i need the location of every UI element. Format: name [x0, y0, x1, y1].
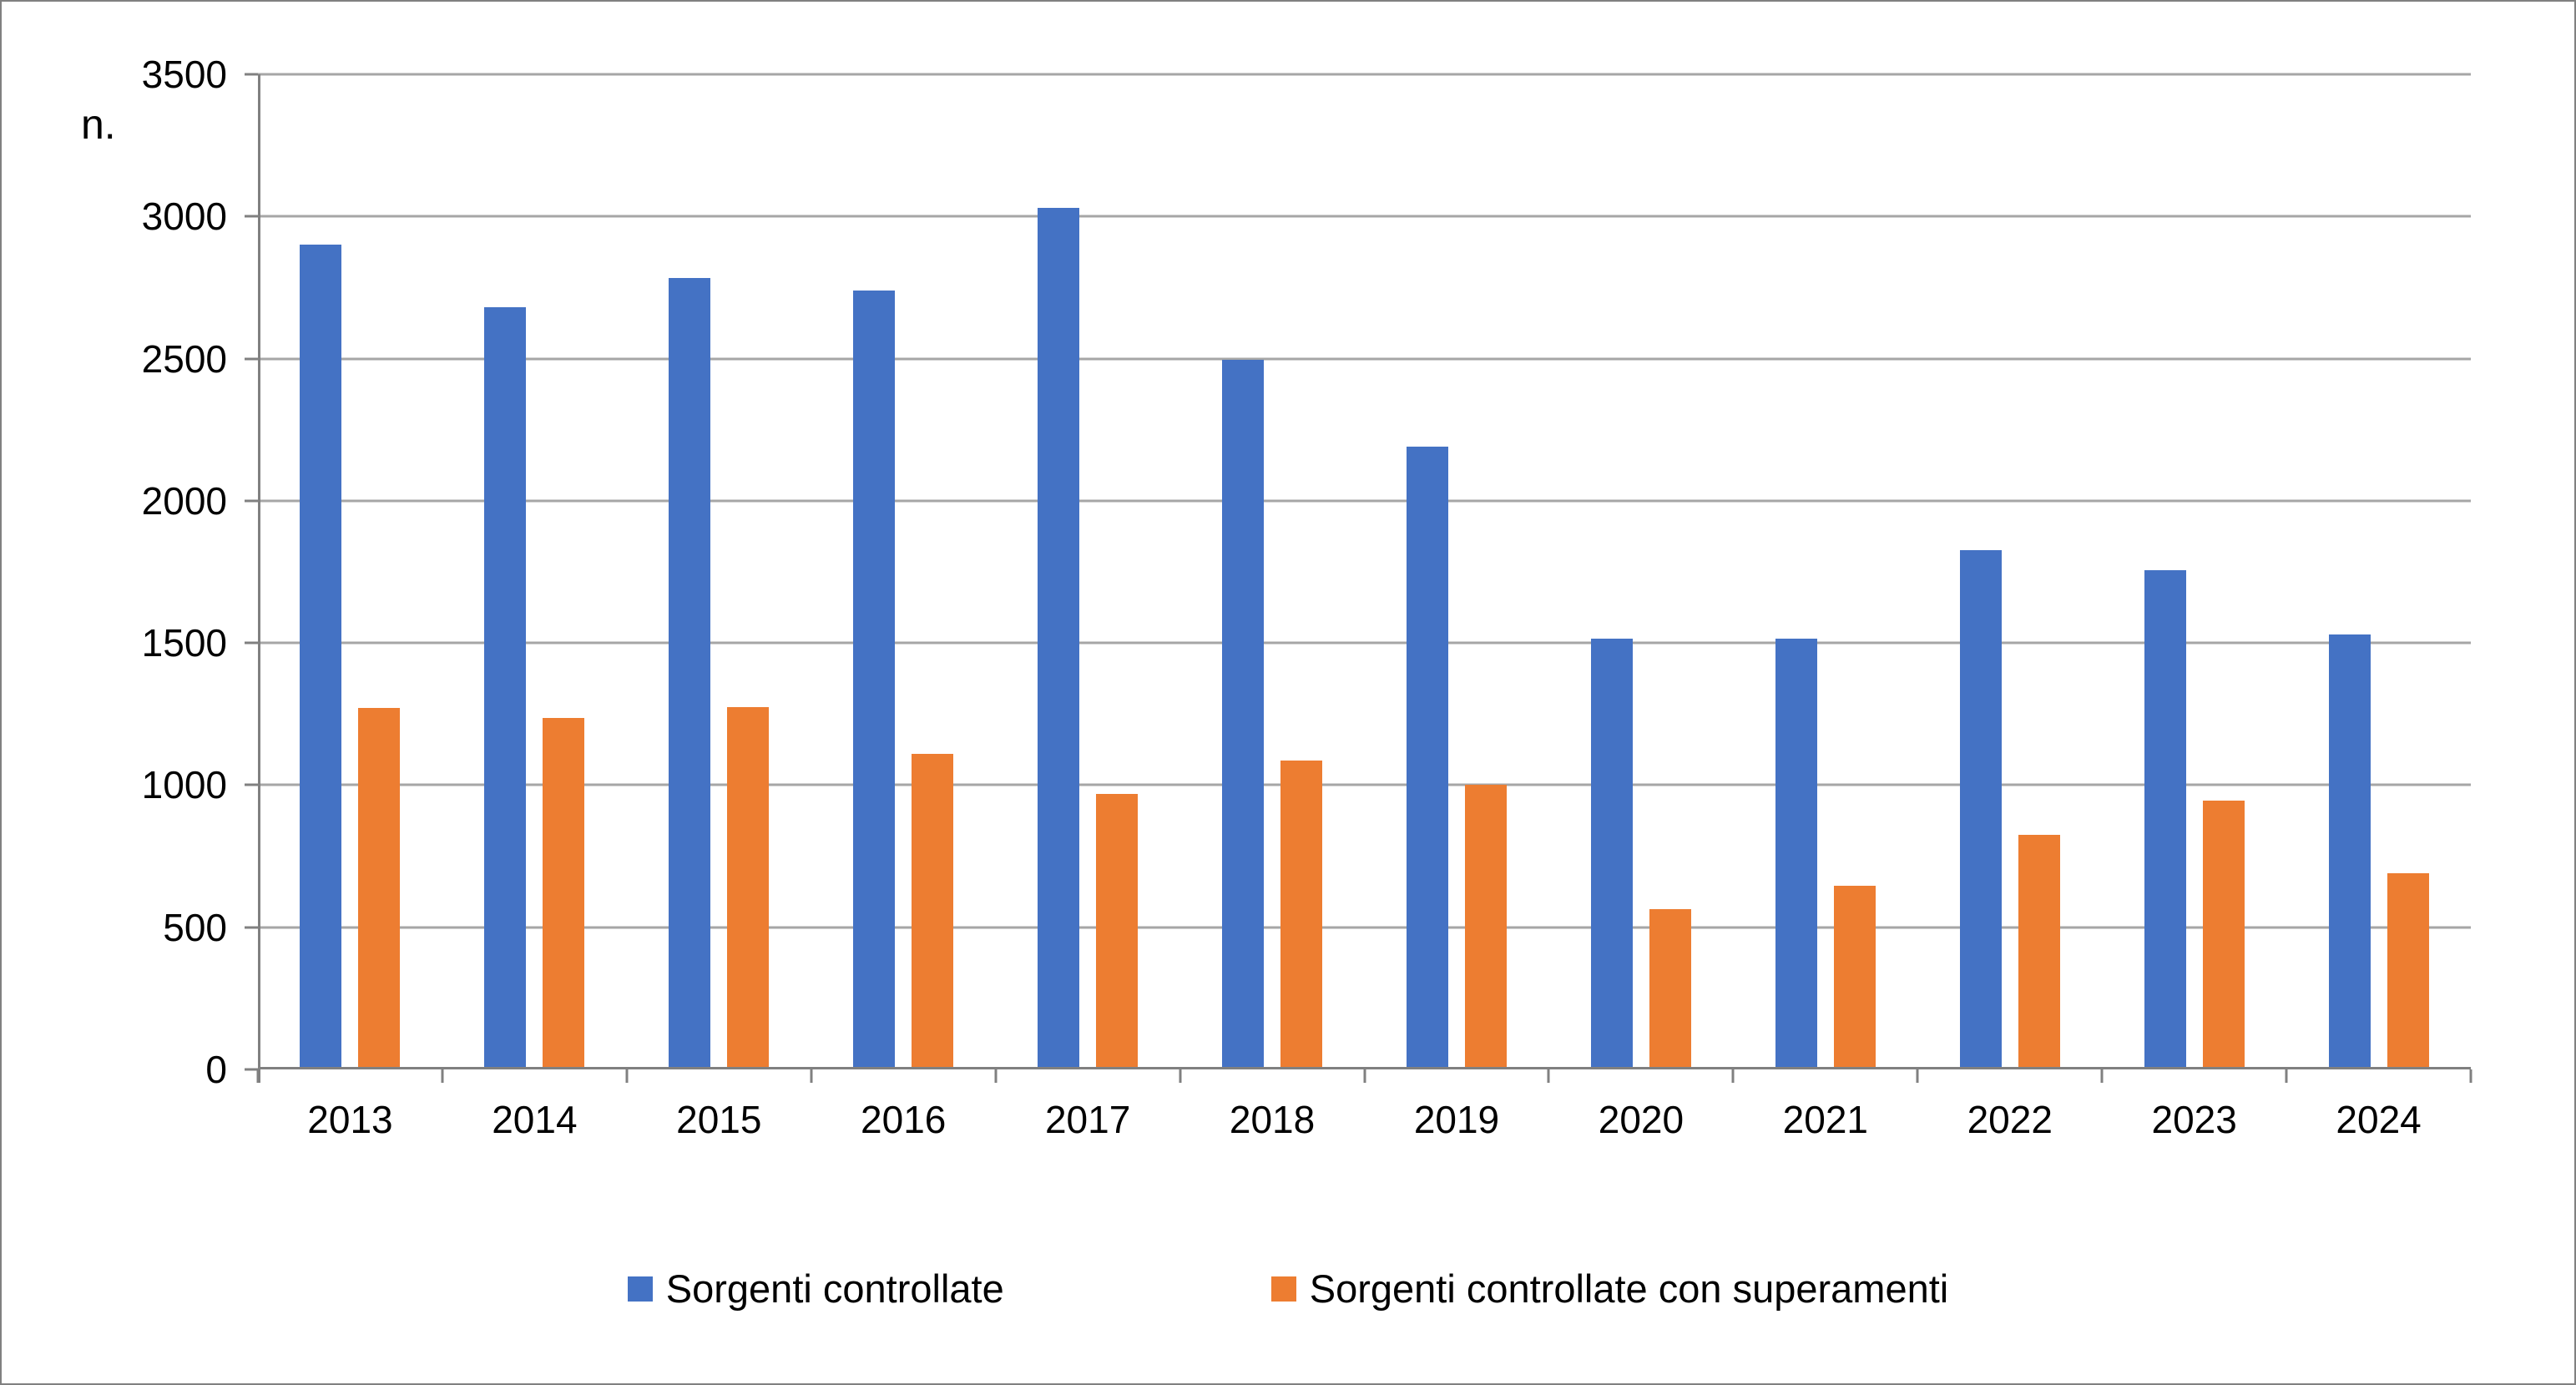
legend-item-sorgenti-controllate: Sorgenti controllate [627, 1266, 1004, 1311]
bar-group-2020 [1548, 74, 1733, 1069]
bar-sorgenti-controllate-2018 [1222, 360, 1265, 1069]
gridline-2000 [258, 499, 2471, 503]
bar-sorgenti-controllate-con-superamenti-2017 [1096, 793, 1139, 1069]
bar-sorgenti-controllate-con-superamenti-2019 [1464, 785, 1507, 1069]
x-axis-line [258, 1067, 2471, 1069]
bar-group-2013 [258, 74, 442, 1069]
x-axis-labels: 2013 2014 2015 2016 2017 2018 2019 2020 2021 2022… [258, 1100, 2471, 1139]
x-axis-label-2019: 2019 [1413, 1098, 1500, 1141]
x-tick-9 [1916, 1069, 1919, 1083]
gridline-1000 [258, 783, 2471, 786]
plot-area [245, 73, 2472, 1083]
x-tick-11 [2285, 1069, 2288, 1083]
gridline-500 [258, 926, 2471, 929]
x-tick-6 [1363, 1069, 1366, 1083]
y-axis-tick-labels: 0 500 1000 1500 2000 2500 3000 3500 [52, 55, 227, 1089]
bar-group-2021 [1733, 74, 1917, 1069]
bar-sorgenti-controllate-con-superamenti-2014 [543, 718, 585, 1069]
x-axis-label-2021: 2021 [1782, 1098, 1868, 1141]
bar-sorgenti-controllate-con-superamenti-2021 [1833, 886, 1876, 1069]
y-tick-1500 [245, 641, 258, 644]
bar-sorgenti-controllate-2020 [1590, 639, 1633, 1069]
bar-sorgenti-controllate-2022 [1959, 550, 2002, 1069]
bar-sorgenti-controllate-con-superamenti-2024 [2387, 873, 2429, 1069]
y-tick-2000 [245, 499, 258, 503]
gridline-2500 [258, 357, 2471, 361]
bar-sorgenti-controllate-2014 [484, 307, 527, 1069]
gridline-3000 [258, 215, 2471, 218]
legend-swatch-blue-icon [627, 1276, 653, 1302]
legend-swatch-orange-icon [1270, 1276, 1296, 1302]
y-axis-label-3500: 3500 [141, 53, 227, 96]
bar-sorgenti-controllate-2017 [1038, 208, 1080, 1069]
y-tick-2500 [245, 357, 258, 361]
bar-sorgenti-controllate-2024 [2328, 634, 2371, 1069]
x-tick-10 [2100, 1069, 2104, 1083]
y-axis-label-500: 500 [163, 905, 227, 949]
bar-sorgenti-controllate-con-superamenti-2015 [727, 706, 770, 1069]
legend-label-sorgenti-controllate: Sorgenti controllate [665, 1266, 1004, 1311]
bar-group-2015 [627, 74, 811, 1069]
y-axis-label-2500: 2500 [141, 336, 227, 381]
legend-item-sorgenti-controllate-con-superamenti: Sorgenti controllate con superamenti [1270, 1266, 1949, 1311]
x-axis-label-2013: 2013 [307, 1098, 393, 1141]
y-tick-1000 [245, 783, 258, 786]
legend-label-sorgenti-controllate-con-superamenti: Sorgenti controllate con superamenti [1309, 1266, 1949, 1311]
x-tick-12 [2469, 1069, 2472, 1083]
bar-sorgenti-controllate-con-superamenti-2023 [2202, 801, 2245, 1069]
bar-sorgenti-controllate-con-superamenti-2016 [912, 753, 954, 1069]
bar-sorgenti-controllate-con-superamenti-2013 [358, 708, 401, 1069]
bar-sorgenti-controllate-2016 [853, 290, 896, 1069]
bar-group-2019 [1365, 74, 1549, 1069]
bar-sorgenti-controllate-con-superamenti-2022 [2018, 835, 2060, 1069]
bar-sorgenti-controllate-2019 [1406, 447, 1448, 1069]
x-tick-7 [1547, 1069, 1550, 1083]
x-axis-label-2015: 2015 [676, 1098, 762, 1141]
y-axis-label-3000: 3000 [141, 195, 227, 239]
x-tick-8 [1731, 1069, 1735, 1083]
y-axis-label-2000: 2000 [141, 478, 227, 523]
y-tick-3500 [245, 73, 258, 76]
y-tick-500 [245, 926, 258, 929]
bar-group-2014 [442, 74, 627, 1069]
bar-group-2017 [996, 74, 1180, 1069]
bar-group-2018 [1180, 74, 1365, 1069]
legend: Sorgenti controllate Sorgenti controllat… [2, 1269, 2574, 1308]
x-axis-label-2014: 2014 [492, 1098, 578, 1141]
x-tick-3 [810, 1069, 813, 1083]
gridline-1500 [258, 641, 2471, 644]
bar-group-2016 [811, 74, 996, 1069]
x-tick-5 [1179, 1069, 1182, 1083]
bars-row [258, 74, 2471, 1069]
y-axis-label-0: 0 [205, 1048, 227, 1091]
x-axis-label-2018: 2018 [1229, 1098, 1316, 1141]
y-tick-3000 [245, 215, 258, 218]
bar-sorgenti-controllate-con-superamenti-2018 [1280, 761, 1323, 1069]
y-axis-line [258, 74, 260, 1083]
y-axis-label-1500: 1500 [141, 621, 227, 665]
x-axis-label-2023: 2023 [2151, 1098, 2237, 1141]
x-tick-1 [441, 1069, 444, 1083]
gridline-3500 [258, 73, 2471, 76]
x-axis-label-2022: 2022 [1967, 1098, 2053, 1141]
bar-group-2023 [2102, 74, 2286, 1069]
bar-sorgenti-controllate-2023 [2144, 570, 2186, 1069]
bar-sorgenti-controllate-2013 [300, 245, 342, 1069]
bar-sorgenti-controllate-2015 [669, 277, 711, 1069]
x-axis-label-2020: 2020 [1598, 1098, 1685, 1141]
bar-group-2022 [1917, 74, 2102, 1069]
x-tick-2 [625, 1069, 629, 1083]
x-axis-label-2024: 2024 [2336, 1098, 2422, 1141]
y-axis-unit-label: n. [81, 101, 116, 148]
y-axis-label-1000: 1000 [141, 763, 227, 807]
x-tick-4 [994, 1069, 998, 1083]
bar-sorgenti-controllate-con-superamenti-2020 [1649, 908, 1691, 1069]
x-axis-label-2017: 2017 [1044, 1098, 1131, 1141]
bar-sorgenti-controllate-2021 [1775, 639, 1817, 1069]
y-tick-0 [245, 1068, 258, 1071]
x-axis-label-2016: 2016 [861, 1098, 947, 1141]
bar-group-2024 [2286, 74, 2471, 1069]
